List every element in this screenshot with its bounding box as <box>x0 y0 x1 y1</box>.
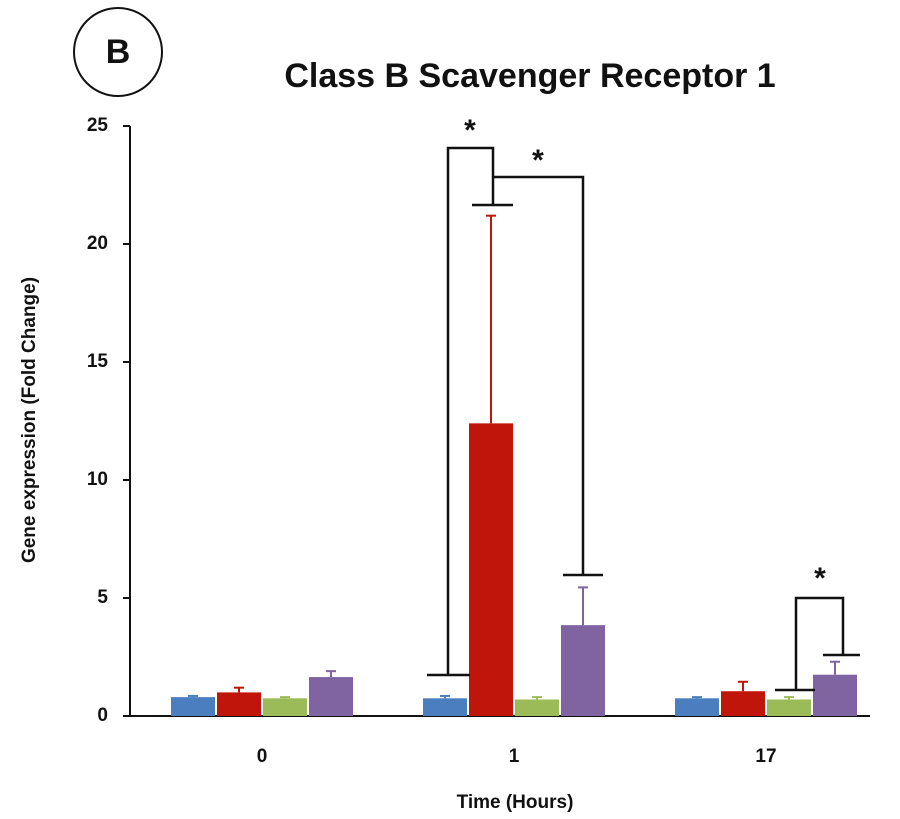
bar <box>309 677 353 716</box>
y-tick-label: 0 <box>97 705 108 726</box>
y-tick-label: 20 <box>87 233 108 254</box>
error-bar <box>738 680 748 692</box>
bar <box>423 698 467 716</box>
bar <box>217 692 261 716</box>
error-bar <box>532 696 542 700</box>
label-circle <box>73 7 163 97</box>
significance-bracket <box>493 175 603 577</box>
y-tick-label: 25 <box>87 115 109 136</box>
error-bar <box>280 696 290 699</box>
error-bar <box>440 694 450 699</box>
significance-bracket <box>775 596 860 692</box>
significance-star: * <box>464 114 476 147</box>
bar <box>171 697 215 716</box>
bar <box>263 698 307 716</box>
bar <box>767 699 811 716</box>
y-tick-label: 5 <box>97 587 108 608</box>
significance-star: * <box>532 144 544 177</box>
chart-title: Class B Scavenger Receptor 1 <box>284 57 775 95</box>
error-bar <box>486 214 496 424</box>
y-tick-label: 10 <box>87 469 108 490</box>
error-bar <box>578 586 588 626</box>
bar <box>469 423 513 716</box>
error-bar <box>830 660 840 675</box>
error-bar <box>326 670 336 678</box>
x-tick-label: 17 <box>755 746 776 767</box>
error-bar <box>234 686 244 693</box>
significance-star: * <box>814 562 826 595</box>
x-tick-label: 1 <box>509 746 520 767</box>
x-axis-label: Time (Hours) <box>457 792 574 813</box>
y-tick-label: 15 <box>87 351 109 372</box>
bar <box>515 699 559 716</box>
bar <box>675 698 719 716</box>
x-tick-label: 0 <box>257 746 268 767</box>
bar <box>721 691 765 716</box>
error-bar <box>188 694 198 698</box>
bar <box>813 674 857 716</box>
y-axis-label: Gene expression (Fold Change) <box>19 277 40 563</box>
error-bar <box>784 696 794 700</box>
bar <box>561 625 605 716</box>
panel-label: B <box>106 33 131 71</box>
error-bar <box>692 696 702 699</box>
